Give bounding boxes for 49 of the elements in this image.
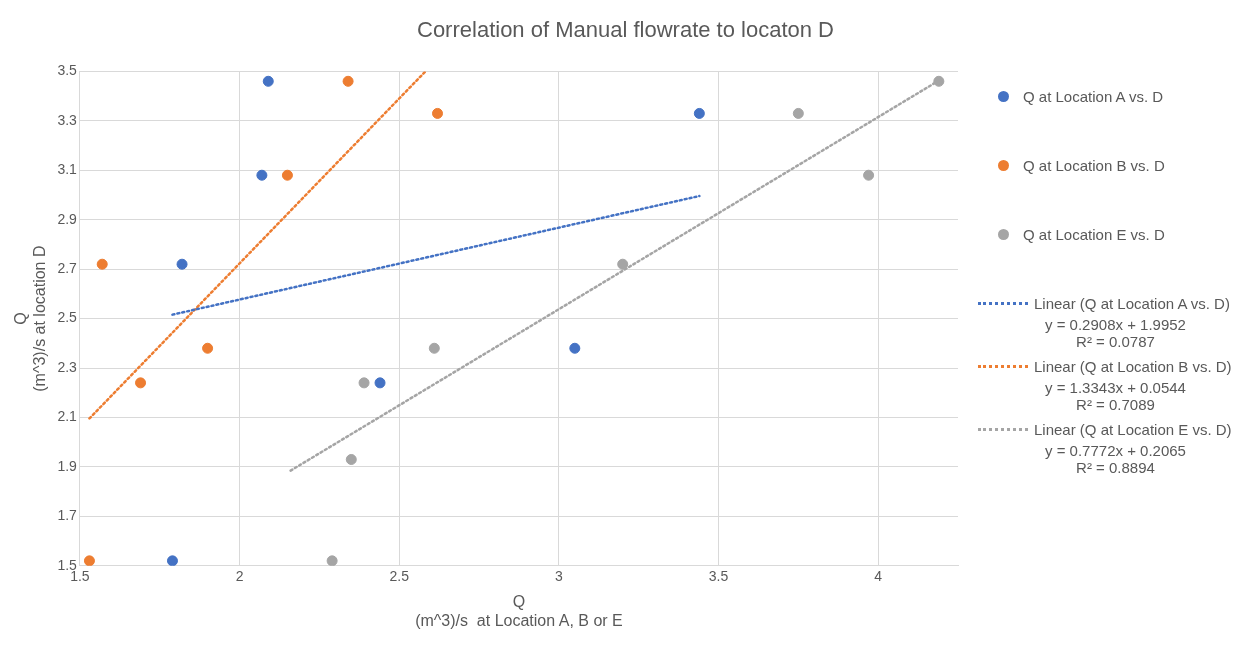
y-tick-label: 3.5 [57, 62, 78, 79]
point [693, 107, 705, 119]
x-tick-label: 2 [235, 568, 244, 585]
y-tick-label: 3.3 [57, 111, 78, 128]
legend-label: Linear (Q at Location A vs. D) [1034, 295, 1230, 312]
point [345, 454, 357, 465]
point [135, 377, 147, 389]
chart-title: Correlation of Manual flowrate to locaton D [416, 16, 835, 44]
y-axis-title: Q (m^3)/s at location D [12, 245, 49, 392]
point [262, 75, 274, 87]
point [83, 555, 95, 566]
point [569, 342, 581, 354]
point [176, 258, 188, 270]
point [166, 555, 178, 566]
point [863, 169, 875, 181]
text: y = 0.2908x + 1.9952 R² = 0.0787 [1044, 316, 1187, 350]
x-tick-label: 2.5 [389, 568, 410, 585]
point [342, 75, 354, 87]
point [374, 377, 386, 389]
point [617, 258, 629, 270]
point [428, 342, 440, 354]
y-tick-label: 2.7 [57, 260, 78, 277]
y-tick-label: 2.9 [57, 210, 78, 227]
point [202, 342, 214, 354]
legend-label: Linear (Q at Location B vs. D) [1034, 358, 1232, 375]
y-tick-label: 2.1 [57, 408, 78, 425]
x-tick-label: 4 [874, 568, 883, 585]
y-tick-label: 1.9 [57, 457, 78, 474]
y-tick-label: 2.5 [57, 309, 78, 326]
y-tick-label: 3.1 [57, 161, 78, 178]
legend-label: Q at Location B vs. D [1023, 157, 1165, 174]
point [96, 258, 108, 270]
x-tick-label: 3.5 [708, 568, 729, 585]
text: y = 0.7772x + 0.2065 R² = 0.8894 [1044, 442, 1187, 476]
point [281, 169, 293, 181]
x-tick-label: 3 [554, 568, 563, 585]
text: y = 1.3343x + 0.0544 R² = 0.7089 [1044, 379, 1187, 413]
point [792, 107, 804, 119]
y-tick-label: 2.3 [57, 358, 78, 375]
point [933, 75, 945, 87]
point [432, 107, 443, 119]
x-axis-title: Q (m^3)/s at Location A, B or E [415, 592, 623, 629]
legend-label: Q at Location E vs. D [1023, 226, 1165, 243]
point [326, 555, 338, 566]
point [358, 377, 370, 389]
point [256, 169, 268, 181]
legend-label: Linear (Q at Location E vs. D) [1034, 421, 1232, 438]
legend-label: Q at Location A vs. D [1023, 88, 1164, 105]
y-tick-label: 1.7 [57, 507, 78, 524]
